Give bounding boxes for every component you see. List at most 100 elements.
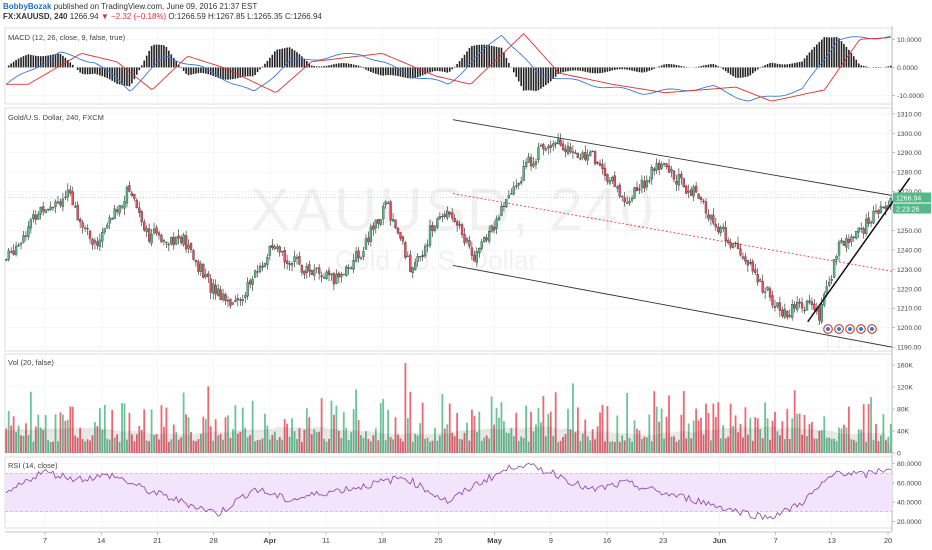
macd-hist-bar (207, 67, 210, 75)
volume-bar (554, 392, 557, 453)
macd-hist-bar (586, 67, 589, 73)
candle-body (246, 281, 249, 297)
candle-body (325, 271, 328, 279)
macd-hist-bar (214, 67, 217, 77)
candle-body (244, 295, 247, 298)
symbol-text[interactable]: FX:XAUUSD, 240 (3, 12, 68, 21)
volume-pane-label[interactable]: Vol (20, false) (8, 358, 54, 367)
volume-bar (473, 416, 476, 453)
price-tick-label: 1290.00 (897, 150, 922, 157)
volume-bar (335, 405, 338, 453)
macd-hist-bar (739, 67, 742, 78)
volume-bar (296, 439, 298, 453)
candle-body (401, 236, 405, 242)
macd-hist-bar (303, 58, 306, 68)
volume-bar (436, 440, 439, 453)
volume-bar (15, 431, 17, 453)
macd-hist-bar (283, 48, 286, 68)
candle-body (61, 198, 65, 207)
candle-body (704, 201, 708, 214)
macd-pane-label[interactable]: MACD (12, 26, close, 9, false, true) (8, 33, 126, 42)
volume-bar (820, 430, 823, 453)
last-price-tag (893, 192, 931, 203)
volume-bar (337, 430, 340, 453)
event-flag-dot (826, 327, 830, 331)
macd-hist-bar (232, 67, 234, 80)
macd-hist-bar (559, 67, 562, 73)
volume-bar (535, 424, 537, 453)
candle-body (475, 251, 478, 263)
volume-bar (305, 408, 308, 453)
macd-hist-bar (168, 50, 170, 68)
macd-hist-bar (641, 67, 643, 73)
candle-body (485, 237, 488, 241)
candle-body (830, 279, 833, 281)
candle-body (857, 227, 860, 233)
macd-hist-bar (352, 64, 355, 68)
volume-bar (64, 420, 67, 453)
candle-body (584, 152, 587, 160)
candle-body (406, 255, 409, 257)
volume-bar (682, 391, 685, 453)
volume-bar (91, 435, 94, 453)
candle-body (837, 241, 841, 256)
macd-hist-bar (222, 67, 224, 80)
volume-bar (719, 438, 722, 453)
volume-bar (660, 408, 663, 453)
volume-bar (530, 411, 532, 453)
macd-hist-bar (710, 64, 712, 68)
macd-hist-bar (392, 67, 394, 76)
candle-body (327, 270, 331, 276)
macd-hist-bar (540, 67, 542, 89)
macd-hist-bar (798, 61, 801, 68)
volume-bar (877, 441, 880, 453)
volume-bar (525, 405, 528, 453)
publish-header: BobbyBozak published on TradingView.com,… (3, 2, 257, 12)
candle-body (120, 206, 124, 208)
macd-hist-bar (264, 63, 266, 68)
macd-hist-bar (394, 67, 397, 76)
candle-body (850, 236, 853, 242)
volume-bar (369, 441, 372, 453)
macd-hist-bar (52, 54, 54, 68)
volume-bar (574, 432, 577, 453)
candle-body (840, 239, 843, 243)
macd-hist-bar (480, 44, 483, 68)
candle-body (591, 151, 594, 153)
volume-bar (567, 408, 569, 453)
candle-body (354, 251, 358, 262)
candle-body (488, 230, 491, 242)
candle-body (500, 206, 503, 216)
volume-bar (340, 437, 343, 453)
macd-hist-bar (259, 67, 261, 70)
macd-hist-bar (416, 67, 419, 78)
candle-body (818, 306, 821, 321)
volume-bar (347, 440, 350, 453)
volume-bar (586, 436, 589, 453)
candle-body (231, 302, 235, 305)
volume-bar (251, 400, 254, 453)
candle-body (10, 251, 13, 253)
macd-hist-bar (57, 53, 59, 68)
candle-body (335, 274, 338, 284)
candle-body (643, 181, 646, 189)
macd-hist-bar (291, 48, 293, 68)
macd-hist-bar (266, 60, 269, 68)
macd-hist-bar (466, 51, 468, 68)
candle-body (273, 246, 276, 250)
author-name[interactable]: BobbyBozak (3, 2, 52, 11)
candle-body (672, 170, 676, 180)
macd-hist-bar (786, 64, 789, 68)
x-tick-label: 21 (153, 536, 161, 545)
volume-bar (626, 392, 629, 453)
price-pane-label[interactable]: Gold/U.S. Dollar, 240, FXCM (8, 113, 104, 122)
volume-bar (382, 399, 385, 453)
volume-bar (749, 417, 752, 453)
macd-hist-bar (421, 67, 424, 76)
candle-body (268, 245, 272, 256)
volume-bar (461, 439, 463, 453)
rsi-pane-label[interactable]: RSI (14, close) (8, 461, 58, 470)
volume-bar (123, 403, 126, 453)
candle-body (281, 251, 284, 253)
